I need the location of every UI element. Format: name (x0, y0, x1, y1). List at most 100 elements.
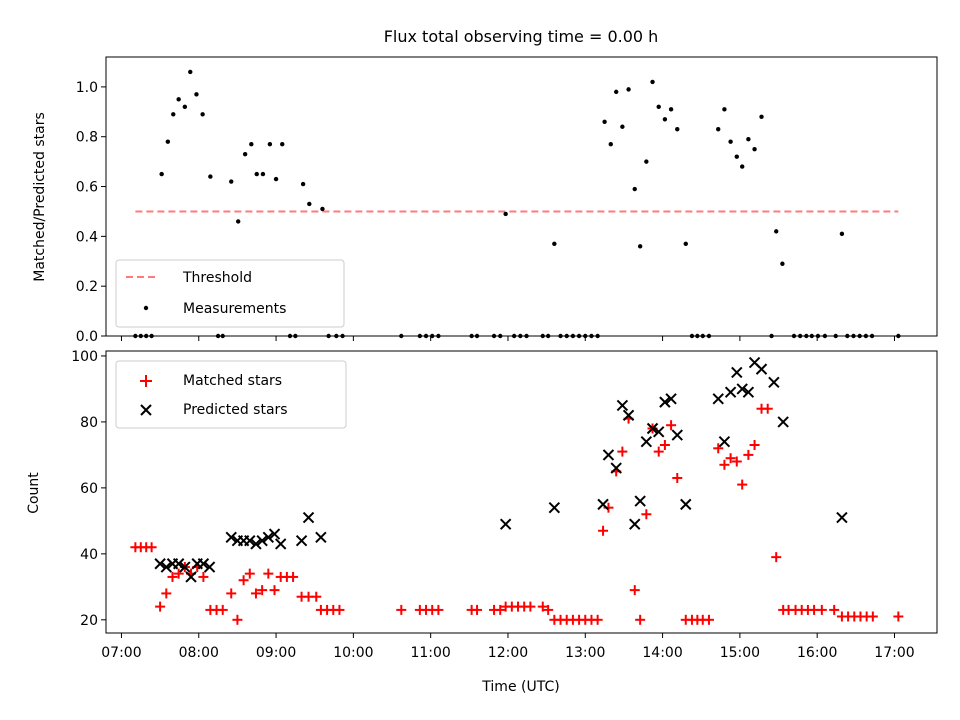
measurement-point (746, 137, 751, 142)
predicted-star-point (160, 561, 173, 573)
measurement-point (249, 141, 254, 147)
matched-star-point (659, 440, 670, 450)
measurement-point (626, 87, 631, 92)
ratio-legend: Threshold Measurements (115, 259, 345, 328)
count-y-tick-label: 100 (71, 349, 98, 365)
measurement-point (260, 171, 266, 177)
matched-star-point (719, 459, 730, 470)
matched-star-point (472, 604, 483, 615)
matched-star-point (537, 601, 548, 612)
matched-star-point (816, 604, 827, 615)
matched-star-point (743, 449, 754, 460)
matched-star-point (232, 614, 243, 625)
matched-star-point (263, 568, 274, 579)
measurement-point (774, 229, 779, 234)
predicted-star-point (634, 495, 646, 507)
measurement-point (280, 141, 285, 147)
measurement-point (644, 159, 649, 164)
ratio-y-tick-label: 0.0 (76, 329, 98, 345)
ratio-legend-box (115, 259, 345, 328)
predicted-star-point (616, 399, 629, 412)
measurement-point (683, 241, 688, 247)
measurement-point (267, 141, 273, 147)
count-x-tick-label: 12:00 (488, 645, 528, 661)
measurement-point (662, 117, 668, 122)
measurement-point (188, 69, 193, 75)
measurement-point (759, 114, 764, 119)
ratio-y-tick-label: 0.6 (76, 180, 98, 196)
predicted-star-point (602, 449, 615, 461)
matched-star-point (269, 585, 280, 596)
matched-star-point (250, 588, 261, 599)
count-x-tick-label: 11:00 (410, 645, 450, 661)
predicted-star-point (185, 571, 197, 583)
predicted-star-point (315, 531, 327, 544)
chart-title: Flux total observing time = 0.00 h (384, 27, 659, 46)
matched-star-point (167, 571, 178, 582)
measurement-point (632, 186, 637, 192)
predicted-star-point (295, 534, 308, 547)
matched-star-point (771, 552, 782, 563)
count-plot-frame (105, 350, 938, 634)
measurement-point (656, 104, 661, 110)
matched-star-point (666, 420, 677, 431)
ratio-x-ticks (120, 336, 895, 341)
predicted-star-point (629, 518, 641, 530)
count-x-tick-label: 10:00 (333, 645, 373, 661)
matched-star-point (737, 479, 748, 490)
matched-star-point (173, 568, 184, 579)
matched-star-point (725, 453, 736, 464)
matched-star-point (617, 446, 628, 457)
matched-star-point (155, 601, 166, 612)
legend-threshold-label: Threshold (182, 270, 252, 286)
predicted-star-point (197, 558, 210, 570)
matched-star-point (244, 568, 255, 579)
predicted-star-point (622, 409, 635, 422)
matched-star-point (867, 611, 878, 622)
predicted-star-point (768, 376, 780, 389)
predicted-star-point (640, 435, 653, 448)
measurement-point (254, 171, 259, 177)
matched-star-point (672, 472, 683, 483)
matched-star-point (653, 446, 664, 457)
matched-star-point (829, 604, 840, 615)
predicted-star-point (659, 396, 671, 408)
predicted-star-point (671, 429, 683, 441)
predicted-star-point (225, 531, 237, 544)
x-axis-label: Time (UTC) (481, 679, 559, 695)
matched-star-point (311, 591, 322, 602)
count-legend-box (115, 360, 347, 429)
count-x-tick-label: 14:00 (642, 645, 682, 661)
ratio-y-axis: 0.0 0.2 0.4 0.6 0.8 1.0 (76, 80, 106, 345)
matched-star-point (598, 525, 609, 536)
matched-star-point (731, 456, 742, 467)
measurement-point (613, 89, 619, 95)
matched-star-point (762, 403, 773, 414)
ratio-plot-frame (105, 56, 938, 337)
matched-star-point (635, 614, 646, 625)
ratio-y-tick-label: 1.0 (76, 80, 98, 96)
count-legend: Matched stars Predicted stars (115, 360, 347, 429)
count-y-tick-label: 80 (80, 415, 98, 431)
predicted-star-point (548, 501, 561, 514)
measurement-point (668, 107, 674, 112)
count-y-axis-label: Count (26, 472, 42, 514)
matched-star-point (525, 601, 536, 612)
count-x-tick-label: 13:00 (565, 645, 605, 661)
predicted-star-point (244, 534, 256, 547)
count-x-tick-label: 17:00 (874, 645, 914, 661)
predicted-star-point (742, 386, 755, 398)
matched-star-point (396, 604, 407, 615)
matched-star-point (226, 588, 237, 599)
measurement-point (307, 201, 312, 207)
measurement-point (165, 139, 171, 144)
measurement-point (273, 176, 279, 182)
measurement-point (739, 164, 745, 169)
count-y-axis: 20 40 60 80 100 (71, 349, 106, 629)
count-y-tick-label: 40 (80, 547, 98, 563)
measurement-point (728, 139, 733, 144)
predicted-star-point (302, 511, 315, 524)
predicted-star-point (179, 561, 191, 573)
matched-star-point (629, 585, 640, 596)
